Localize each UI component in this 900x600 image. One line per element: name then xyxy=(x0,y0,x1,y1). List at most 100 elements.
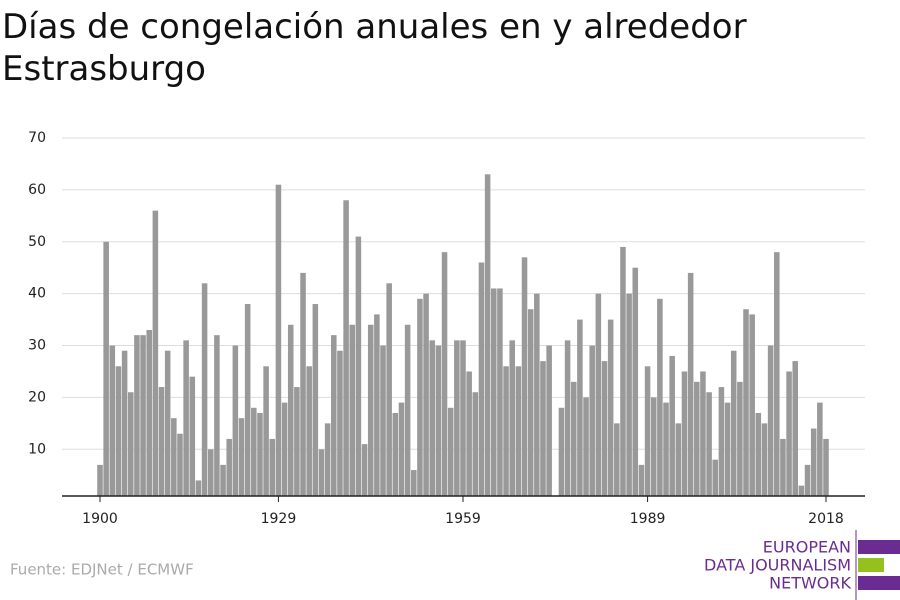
bar xyxy=(324,423,331,496)
chart-title: Días de congelación anuales en y alreded… xyxy=(2,7,747,89)
y-tick-label: 60 xyxy=(28,182,46,198)
bar xyxy=(767,345,774,496)
bar xyxy=(712,459,719,496)
bar xyxy=(404,324,411,496)
bar xyxy=(583,397,589,496)
bar xyxy=(361,444,368,496)
logo-text: NETWORK xyxy=(769,574,851,593)
bar xyxy=(158,387,165,496)
bar xyxy=(337,350,343,496)
x-tick-label: 1900 xyxy=(82,511,118,527)
bar xyxy=(466,371,472,496)
bar xyxy=(761,423,768,496)
x-tick-label: 1929 xyxy=(261,511,297,527)
bar xyxy=(423,293,429,496)
bar xyxy=(146,329,152,496)
bar xyxy=(503,366,509,496)
y-tick-label: 50 xyxy=(28,234,46,250)
bar xyxy=(312,304,319,496)
bar xyxy=(109,345,116,496)
bar xyxy=(657,298,663,496)
bar xyxy=(663,402,669,496)
bar xyxy=(97,464,103,496)
bar xyxy=(743,309,749,496)
bar xyxy=(207,449,214,496)
x-tick-label: 1959 xyxy=(445,511,481,527)
logo-bar xyxy=(858,558,884,572)
bar xyxy=(251,407,257,496)
bar xyxy=(490,288,497,496)
bar xyxy=(429,340,436,496)
bar xyxy=(287,324,294,496)
bar xyxy=(269,438,276,496)
bar xyxy=(601,361,608,496)
bar xyxy=(810,428,817,496)
bar xyxy=(484,174,491,496)
bar xyxy=(632,267,639,496)
bar xyxy=(706,392,712,496)
bar xyxy=(232,345,239,496)
bar xyxy=(786,371,792,496)
bar xyxy=(244,304,251,496)
bar xyxy=(214,335,220,496)
bar xyxy=(626,293,632,496)
bar xyxy=(367,324,374,496)
bar xyxy=(306,366,312,496)
bar xyxy=(275,184,282,496)
bar xyxy=(263,366,269,496)
bar xyxy=(331,335,337,496)
bar xyxy=(294,387,300,496)
bar xyxy=(650,397,657,496)
bar xyxy=(577,319,583,496)
bar xyxy=(737,381,743,496)
y-tick-label: 70 xyxy=(28,130,46,146)
y-tick-label: 20 xyxy=(28,389,46,405)
bar xyxy=(534,293,540,496)
bar xyxy=(257,412,263,496)
bar xyxy=(374,314,380,496)
logo-text: DATA JOURNALISM xyxy=(704,556,851,575)
bar xyxy=(564,340,571,496)
bar xyxy=(570,381,577,496)
bar xyxy=(238,418,245,496)
bar xyxy=(792,361,799,496)
bar xyxy=(201,283,208,496)
bar xyxy=(669,355,675,496)
bar xyxy=(281,402,288,496)
source: Fuente: EDJNet / ECMWF xyxy=(10,561,194,579)
bar xyxy=(817,402,823,496)
bar xyxy=(127,392,134,496)
bar xyxy=(355,236,362,496)
logo-bar xyxy=(858,540,900,554)
bar xyxy=(386,283,392,496)
bar xyxy=(478,262,485,496)
bar xyxy=(700,371,706,496)
bar xyxy=(441,252,448,496)
bar xyxy=(675,423,682,496)
bar xyxy=(460,340,466,496)
bar xyxy=(164,350,171,496)
bar xyxy=(798,485,805,496)
bar xyxy=(411,470,417,496)
bar xyxy=(300,272,306,496)
bar xyxy=(497,288,503,496)
bar xyxy=(121,350,128,496)
bar xyxy=(189,376,196,496)
bar xyxy=(527,309,534,496)
bar xyxy=(521,257,528,496)
bar xyxy=(177,433,183,496)
bar xyxy=(515,366,522,496)
bar xyxy=(687,272,694,496)
bar xyxy=(774,252,780,496)
bar xyxy=(392,412,399,496)
bar xyxy=(724,402,731,496)
y-tick-label: 40 xyxy=(28,286,46,302)
bar xyxy=(454,340,460,496)
bar xyxy=(558,407,565,496)
bar xyxy=(183,340,189,496)
bar xyxy=(638,464,645,496)
bar xyxy=(730,350,737,496)
bar xyxy=(152,210,159,496)
bar xyxy=(614,423,620,496)
